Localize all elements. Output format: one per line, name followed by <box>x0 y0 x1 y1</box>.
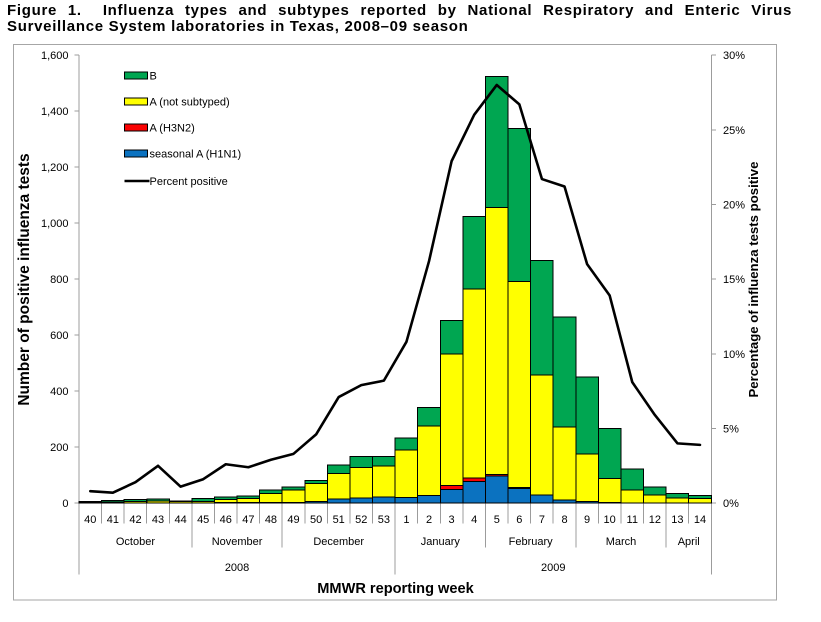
svg-text:51: 51 <box>333 514 345 526</box>
svg-text:Percent positive: Percent positive <box>150 176 228 188</box>
svg-text:600: 600 <box>50 330 68 342</box>
svg-text:1,600: 1,600 <box>41 50 69 62</box>
svg-text:44: 44 <box>174 514 186 526</box>
svg-text:41: 41 <box>107 514 119 526</box>
svg-text:50: 50 <box>310 514 322 526</box>
svg-text:43: 43 <box>152 514 164 526</box>
svg-text:November: November <box>212 536 263 548</box>
svg-text:4: 4 <box>471 514 477 526</box>
svg-text:1,000: 1,000 <box>41 218 69 230</box>
svg-text:1,200: 1,200 <box>41 162 69 174</box>
svg-text:12: 12 <box>649 514 661 526</box>
svg-text:25%: 25% <box>723 125 745 137</box>
svg-text:5: 5 <box>494 514 500 526</box>
svg-text:2: 2 <box>426 514 432 526</box>
svg-text:800: 800 <box>50 274 68 286</box>
svg-text:13: 13 <box>671 514 683 526</box>
svg-text:5%: 5% <box>723 423 739 435</box>
svg-text:8: 8 <box>561 514 567 526</box>
svg-text:February: February <box>509 536 554 548</box>
svg-text:January: January <box>421 536 461 548</box>
svg-text:0: 0 <box>62 498 68 510</box>
svg-text:45: 45 <box>197 514 209 526</box>
svg-text:3: 3 <box>449 514 455 526</box>
svg-text:10: 10 <box>604 514 616 526</box>
svg-text:2008: 2008 <box>225 562 249 574</box>
svg-text:Percentage of influenza tests: Percentage of influenza tests positive <box>746 162 761 398</box>
svg-text:April: April <box>678 536 700 548</box>
svg-text:March: March <box>606 536 637 548</box>
svg-text:15%: 15% <box>723 274 745 286</box>
svg-text:October: October <box>116 536 155 548</box>
svg-text:B: B <box>150 71 157 83</box>
svg-text:7: 7 <box>539 514 545 526</box>
svg-text:1: 1 <box>403 514 409 526</box>
svg-text:Number of positive influenza t: Number of positive influenza tests <box>16 153 33 405</box>
svg-text:20%: 20% <box>723 199 745 211</box>
svg-text:400: 400 <box>50 386 68 398</box>
svg-text:A (H3N2): A (H3N2) <box>150 123 195 135</box>
svg-text:9: 9 <box>584 514 590 526</box>
svg-text:49: 49 <box>287 514 299 526</box>
svg-text:1,400: 1,400 <box>41 106 69 118</box>
svg-text:MMWR reporting week: MMWR reporting week <box>317 581 474 597</box>
svg-text:40: 40 <box>84 514 96 526</box>
svg-text:200: 200 <box>50 442 68 454</box>
svg-text:A (not subtyped): A (not subtyped) <box>150 97 230 109</box>
svg-text:47: 47 <box>242 514 254 526</box>
svg-text:2009: 2009 <box>541 562 565 574</box>
svg-text:10%: 10% <box>723 349 745 361</box>
svg-text:11: 11 <box>627 514 638 526</box>
svg-text:6: 6 <box>516 514 522 526</box>
svg-text:0%: 0% <box>723 498 739 510</box>
svg-text:seasonal A (H1N1): seasonal A (H1N1) <box>150 149 242 161</box>
svg-text:48: 48 <box>265 514 277 526</box>
svg-text:46: 46 <box>220 514 232 526</box>
svg-text:52: 52 <box>355 514 367 526</box>
svg-text:53: 53 <box>378 514 390 526</box>
svg-text:14: 14 <box>694 514 706 526</box>
svg-text:42: 42 <box>129 514 141 526</box>
svg-text:30%: 30% <box>723 50 745 62</box>
svg-text:December: December <box>313 536 364 548</box>
